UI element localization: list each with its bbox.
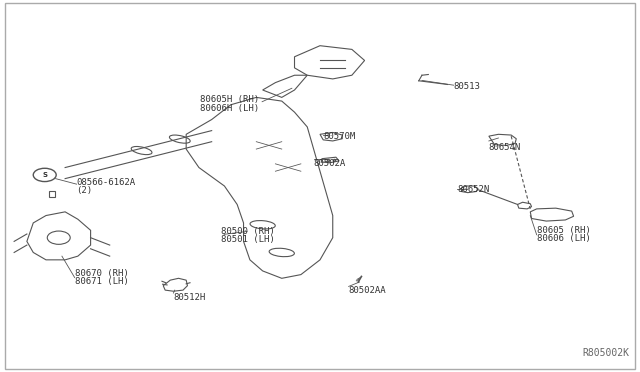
Text: 80501 (LH): 80501 (LH) (221, 235, 275, 244)
Text: R805002K: R805002K (582, 348, 629, 358)
Text: 80500 (RH): 80500 (RH) (221, 227, 275, 235)
Text: 80671 (LH): 80671 (LH) (75, 278, 129, 286)
Text: 80605 (RH): 80605 (RH) (537, 226, 591, 235)
Text: 80513: 80513 (454, 82, 481, 91)
Text: 80670 (RH): 80670 (RH) (75, 269, 129, 278)
Text: 80502A: 80502A (314, 158, 346, 168)
Text: 80654N: 80654N (489, 143, 521, 152)
Text: S: S (42, 172, 47, 178)
Text: 08566-6162A: 08566-6162A (77, 178, 136, 187)
Text: (2): (2) (77, 186, 93, 195)
Text: 80606 (LH): 80606 (LH) (537, 234, 591, 243)
Text: 80512H: 80512H (173, 293, 205, 302)
Text: 80605H (RH): 80605H (RH) (200, 95, 259, 104)
Text: 80502AA: 80502AA (349, 286, 387, 295)
Text: 80652N: 80652N (457, 185, 489, 194)
Text: 80570M: 80570M (323, 132, 355, 141)
Text: 80606H (LH): 80606H (LH) (200, 104, 259, 113)
